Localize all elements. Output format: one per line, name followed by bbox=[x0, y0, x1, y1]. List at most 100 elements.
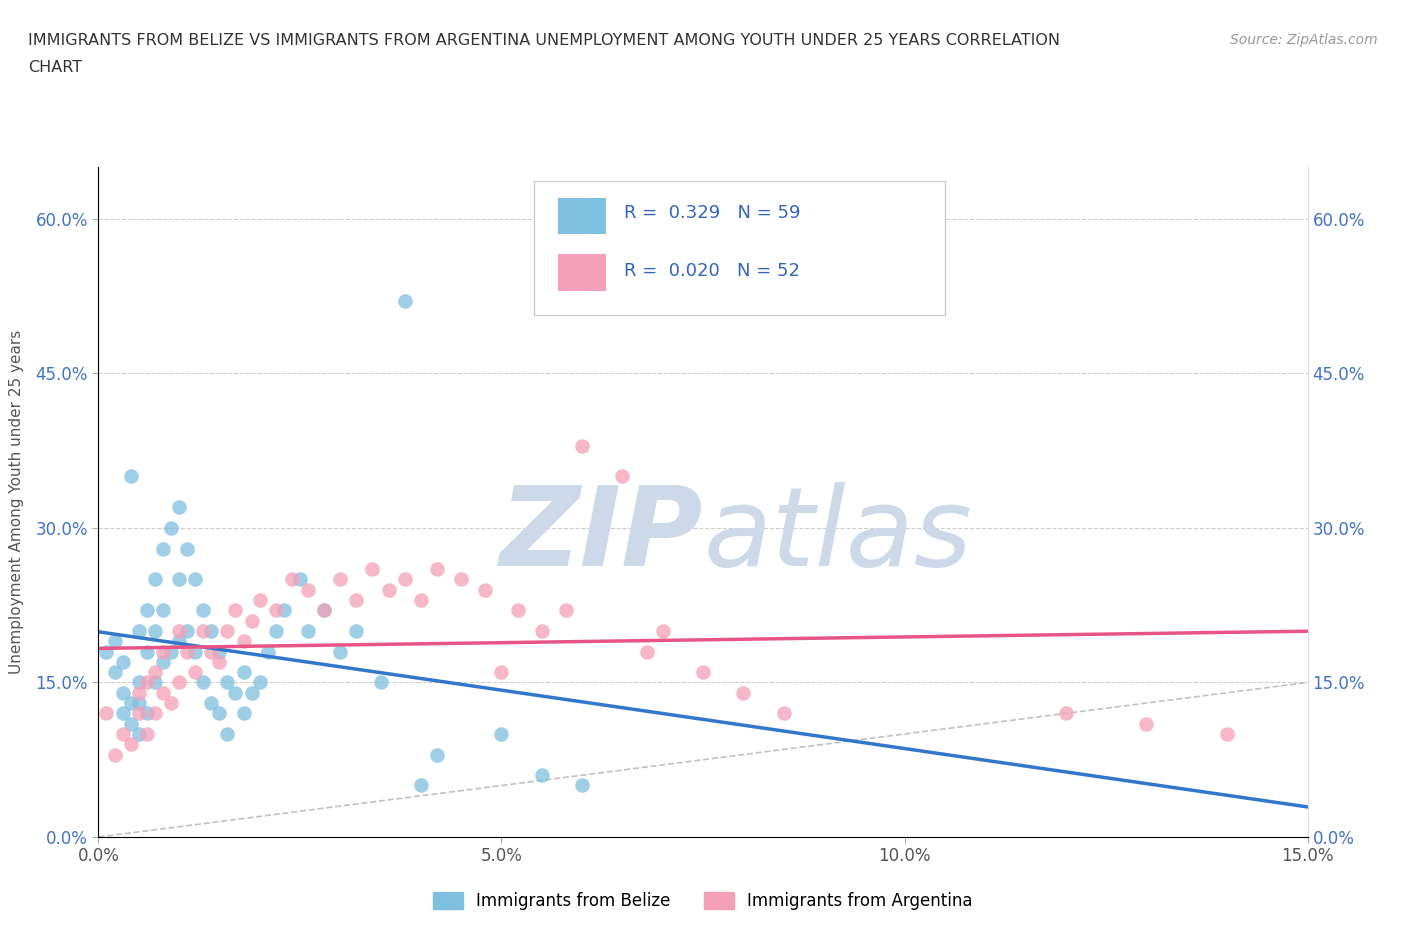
Point bbox=[152, 655, 174, 670]
Point bbox=[344, 592, 367, 607]
Text: ZIP: ZIP bbox=[499, 482, 703, 590]
Point bbox=[264, 623, 287, 638]
Point bbox=[217, 726, 239, 741]
Point bbox=[530, 768, 553, 783]
Point bbox=[160, 521, 183, 536]
Point bbox=[232, 665, 254, 680]
Point bbox=[128, 726, 150, 741]
Point bbox=[120, 469, 142, 484]
Point bbox=[128, 696, 150, 711]
Point bbox=[143, 665, 166, 680]
Point bbox=[426, 562, 449, 577]
Point bbox=[111, 726, 134, 741]
Point bbox=[264, 603, 287, 618]
Point bbox=[224, 685, 246, 700]
Point bbox=[370, 675, 392, 690]
Point bbox=[612, 469, 634, 484]
Point bbox=[160, 696, 183, 711]
Point bbox=[103, 634, 125, 649]
Point bbox=[329, 572, 352, 587]
Point bbox=[232, 706, 254, 721]
Point bbox=[273, 603, 295, 618]
Point bbox=[176, 644, 198, 659]
Point bbox=[103, 665, 125, 680]
Point bbox=[692, 665, 714, 680]
Point bbox=[184, 572, 207, 587]
Point bbox=[111, 655, 134, 670]
Point bbox=[636, 644, 658, 659]
Text: atlas: atlas bbox=[703, 482, 972, 590]
Point bbox=[240, 613, 263, 628]
Point bbox=[555, 603, 578, 618]
Point bbox=[394, 572, 416, 587]
Point bbox=[184, 644, 207, 659]
Point bbox=[193, 675, 215, 690]
Point bbox=[176, 541, 198, 556]
Point bbox=[240, 685, 263, 700]
Point bbox=[474, 582, 496, 597]
Point bbox=[361, 562, 384, 577]
Point bbox=[167, 572, 190, 587]
Point bbox=[152, 541, 174, 556]
Point bbox=[288, 572, 311, 587]
Point bbox=[128, 685, 150, 700]
Point bbox=[200, 623, 222, 638]
Point bbox=[143, 572, 166, 587]
Point bbox=[772, 706, 794, 721]
Point bbox=[394, 294, 416, 309]
Point bbox=[176, 623, 198, 638]
Point bbox=[344, 623, 367, 638]
Point bbox=[208, 644, 231, 659]
Point bbox=[733, 685, 755, 700]
Point bbox=[167, 675, 190, 690]
Text: R =  0.329   N = 59: R = 0.329 N = 59 bbox=[624, 204, 801, 222]
Point bbox=[143, 706, 166, 721]
Point bbox=[506, 603, 529, 618]
Point bbox=[152, 644, 174, 659]
Point bbox=[281, 572, 304, 587]
Point bbox=[232, 634, 254, 649]
Point bbox=[111, 685, 134, 700]
Point bbox=[426, 747, 449, 762]
Point bbox=[297, 623, 319, 638]
Point bbox=[128, 706, 150, 721]
Point bbox=[128, 623, 150, 638]
Point bbox=[297, 582, 319, 597]
Point bbox=[135, 603, 157, 618]
Point bbox=[167, 623, 190, 638]
Point bbox=[571, 438, 593, 453]
Point bbox=[120, 696, 142, 711]
Point bbox=[329, 644, 352, 659]
Point bbox=[249, 675, 271, 690]
Point bbox=[120, 716, 142, 731]
Point bbox=[193, 623, 215, 638]
Point bbox=[571, 778, 593, 793]
Point bbox=[409, 592, 432, 607]
Point bbox=[1135, 716, 1157, 731]
Point bbox=[200, 644, 222, 659]
Point bbox=[135, 706, 157, 721]
Text: IMMIGRANTS FROM BELIZE VS IMMIGRANTS FROM ARGENTINA UNEMPLOYMENT AMONG YOUTH UND: IMMIGRANTS FROM BELIZE VS IMMIGRANTS FRO… bbox=[28, 33, 1060, 47]
Point bbox=[314, 603, 336, 618]
Point bbox=[217, 623, 239, 638]
Point bbox=[135, 675, 157, 690]
Point bbox=[200, 696, 222, 711]
Point bbox=[135, 726, 157, 741]
FancyBboxPatch shape bbox=[534, 180, 945, 314]
Point bbox=[167, 634, 190, 649]
Point bbox=[143, 675, 166, 690]
Point bbox=[249, 592, 271, 607]
Point bbox=[1216, 726, 1239, 741]
Point bbox=[409, 778, 432, 793]
Legend: Immigrants from Belize, Immigrants from Argentina: Immigrants from Belize, Immigrants from … bbox=[426, 885, 980, 917]
Point bbox=[96, 706, 118, 721]
Point bbox=[208, 655, 231, 670]
Point bbox=[120, 737, 142, 751]
Text: Source: ZipAtlas.com: Source: ZipAtlas.com bbox=[1230, 33, 1378, 46]
Point bbox=[450, 572, 472, 587]
Point bbox=[135, 644, 157, 659]
Bar bbox=[558, 197, 606, 234]
Point bbox=[143, 623, 166, 638]
Point bbox=[208, 706, 231, 721]
Point bbox=[651, 623, 673, 638]
